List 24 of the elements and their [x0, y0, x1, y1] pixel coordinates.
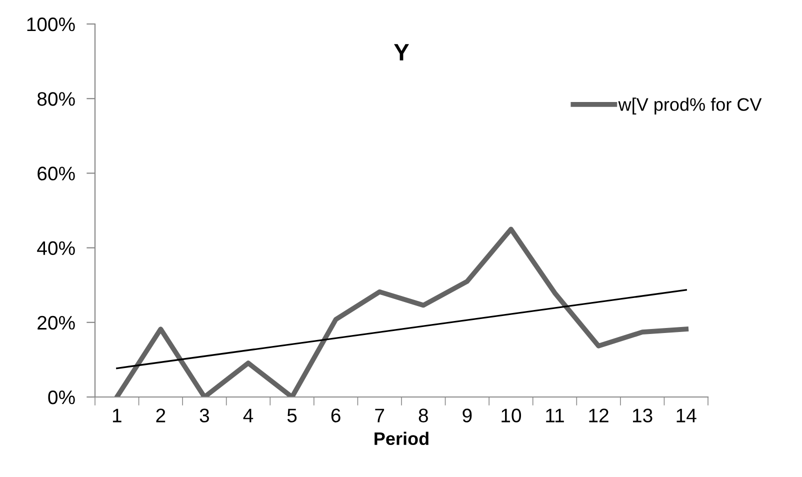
x-tick-label: 10 [502, 408, 522, 422]
x-tick-label: 1 [112, 408, 122, 422]
x-tick-label: 11 [546, 408, 564, 422]
y-tick-label: 80% [37, 92, 75, 106]
x-tick-label: 9 [462, 408, 472, 422]
y-tick-label: 60% [38, 166, 75, 180]
legend-label: w[V prod% for CV [618, 98, 762, 114]
y-tick-label: 20% [38, 316, 75, 330]
line-series [114, 226, 689, 397]
x-tick-label: 4 [243, 408, 254, 422]
x-tick-label: 12 [589, 408, 608, 422]
x-axis-title: Period [374, 432, 428, 446]
y-tick-label: 100% [27, 17, 75, 32]
x-tick-label: 6 [331, 408, 340, 422]
x-tick-label: 13 [632, 408, 652, 422]
x-tick-label: 14 [676, 408, 696, 422]
y-tick-label: 40% [37, 241, 75, 256]
y-tick-label: 0% [48, 390, 75, 404]
x-tick-label: 7 [375, 408, 384, 422]
text: Y [394, 44, 409, 60]
x-tick-label: 3 [200, 408, 210, 422]
x-tick-label: 8 [418, 408, 428, 422]
x-tick-label: 2 [156, 408, 166, 422]
x-tick-label: 5 [287, 408, 297, 422]
